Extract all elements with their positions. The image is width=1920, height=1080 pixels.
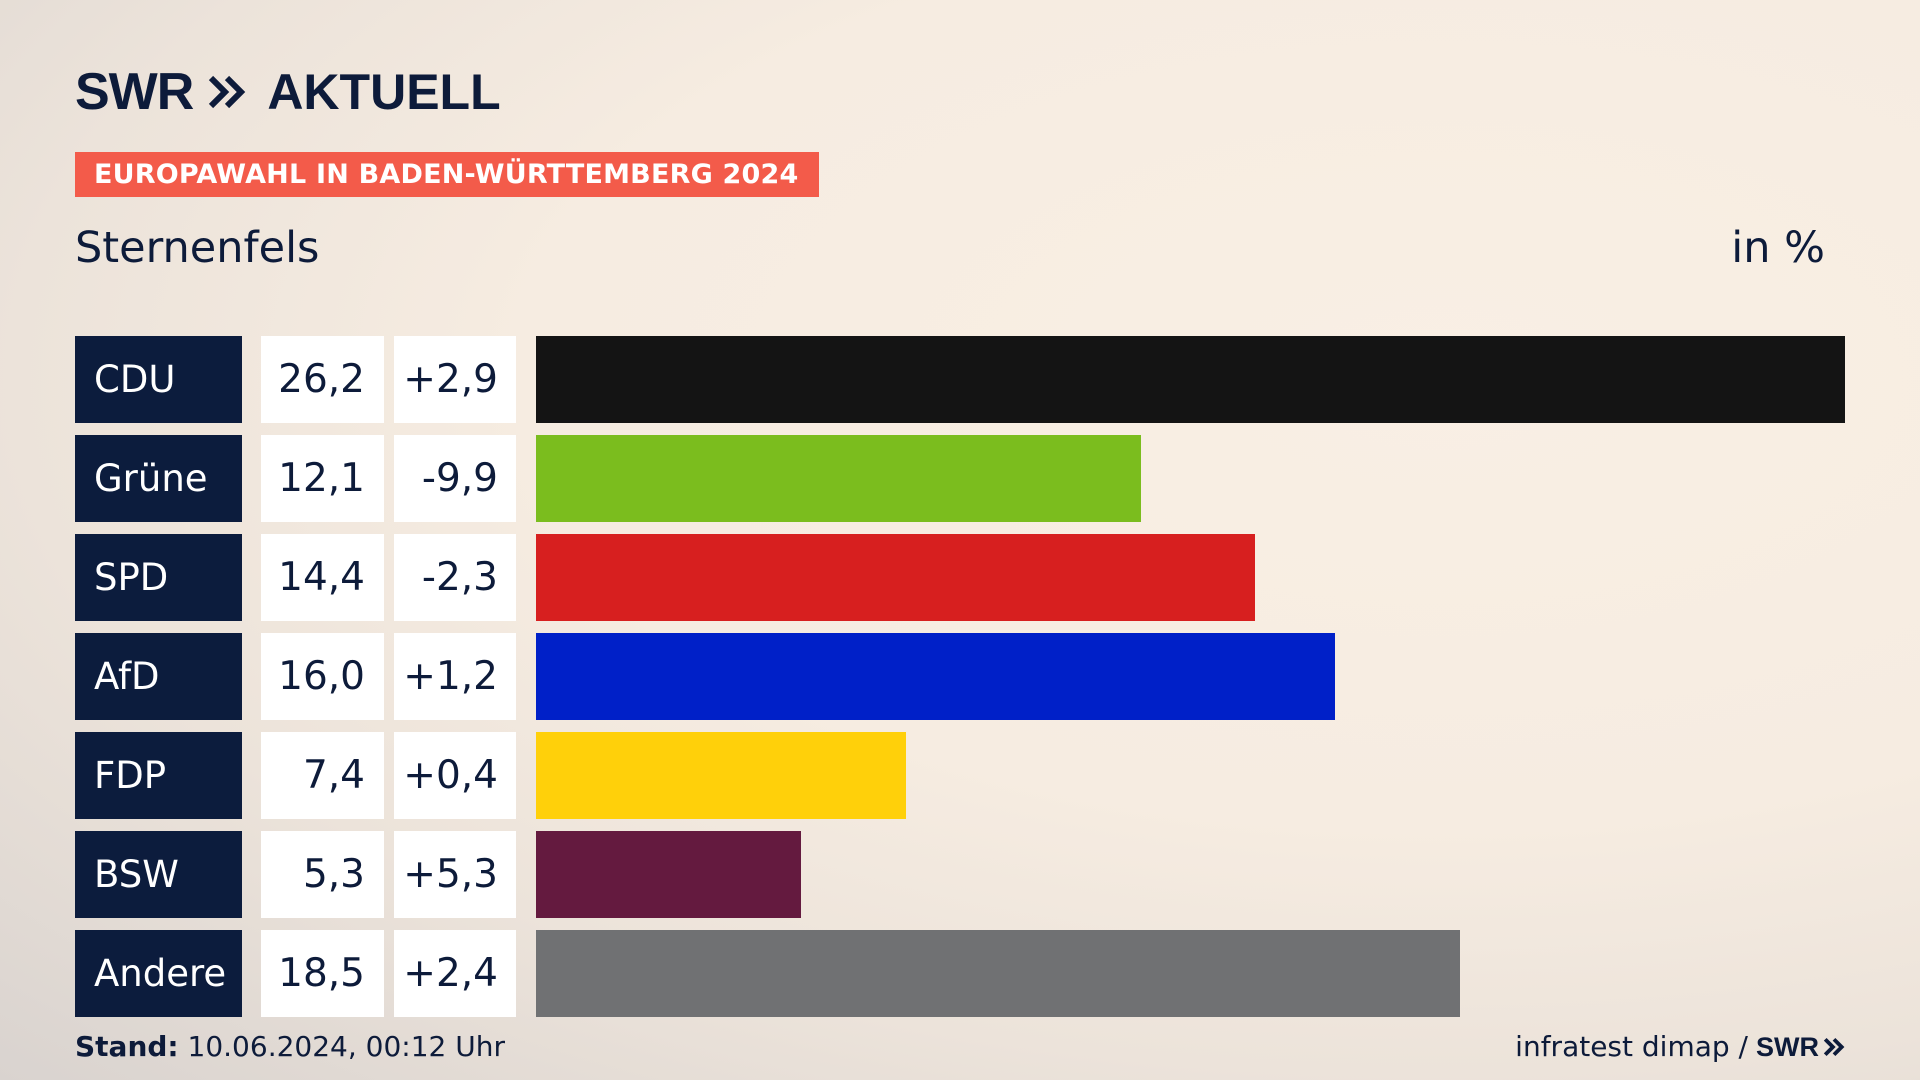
party-label: Andere bbox=[75, 930, 242, 1017]
result-row: Andere 18,5 +2,4 bbox=[75, 930, 1845, 1017]
result-row: Grüne 12,1 -9,9 bbox=[75, 435, 1845, 522]
result-bar bbox=[536, 732, 906, 819]
vote-share-value: 16,0 bbox=[261, 633, 384, 720]
party-label: Grüne bbox=[75, 435, 242, 522]
party-label: CDU bbox=[75, 336, 242, 423]
source-credit: infratest dimap / SWR bbox=[1515, 1030, 1845, 1064]
vote-share-value: 26,2 bbox=[261, 336, 384, 423]
brand-aktuell-text: AKTUELL bbox=[267, 64, 501, 120]
party-label: BSW bbox=[75, 831, 242, 918]
election-badge: EUROPAWAHL IN BADEN-WÜRTTEMBERG 2024 bbox=[75, 152, 819, 197]
party-label: FDP bbox=[75, 732, 242, 819]
brand-logo: SWR AKTUELL bbox=[75, 62, 501, 122]
stand-label: Stand: bbox=[75, 1030, 179, 1063]
double-chevron-right-icon bbox=[1823, 1037, 1845, 1057]
results-chart: CDU 26,2 +2,9 Grüne 12,1 -9,9 SPD 14,4 -2,3 AfD 16… bbox=[75, 336, 1845, 1029]
vote-change-value: +2,9 bbox=[394, 336, 516, 423]
vote-change-value: +5,3 bbox=[394, 831, 516, 918]
unit-label: in % bbox=[1731, 223, 1825, 273]
vote-change-value: -9,9 bbox=[394, 435, 516, 522]
result-row: AfD 16,0 +1,2 bbox=[75, 633, 1845, 720]
party-label: AfD bbox=[75, 633, 242, 720]
timestamp: Stand: 10.06.2024, 00:12 Uhr bbox=[75, 1030, 505, 1064]
result-bar bbox=[536, 435, 1141, 522]
result-row: SPD 14,4 -2,3 bbox=[75, 534, 1845, 621]
vote-share-value: 18,5 bbox=[261, 930, 384, 1017]
footer-swr-text: SWR bbox=[1756, 1032, 1819, 1062]
place-title: Sternenfels bbox=[75, 223, 320, 273]
result-row: FDP 7,4 +0,4 bbox=[75, 732, 1845, 819]
vote-change-value: -2,3 bbox=[394, 534, 516, 621]
vote-share-value: 12,1 bbox=[261, 435, 384, 522]
result-bar bbox=[536, 336, 1845, 423]
stand-value: 10.06.2024, 00:12 Uhr bbox=[187, 1030, 505, 1063]
result-bar bbox=[536, 930, 1460, 1017]
source-text: infratest dimap / bbox=[1515, 1030, 1748, 1063]
vote-share-value: 7,4 bbox=[261, 732, 384, 819]
result-bar bbox=[536, 633, 1335, 720]
party-label: SPD bbox=[75, 534, 242, 621]
result-bar bbox=[536, 534, 1255, 621]
result-bar bbox=[536, 831, 801, 918]
result-row: CDU 26,2 +2,9 bbox=[75, 336, 1845, 423]
vote-change-value: +2,4 bbox=[394, 930, 516, 1017]
vote-change-value: +1,2 bbox=[394, 633, 516, 720]
result-row: BSW 5,3 +5,3 bbox=[75, 831, 1845, 918]
brand-swr-text: SWR bbox=[75, 63, 194, 121]
double-chevron-right-icon bbox=[209, 75, 246, 109]
vote-share-value: 5,3 bbox=[261, 831, 384, 918]
vote-share-value: 14,4 bbox=[261, 534, 384, 621]
vote-change-value: +0,4 bbox=[394, 732, 516, 819]
